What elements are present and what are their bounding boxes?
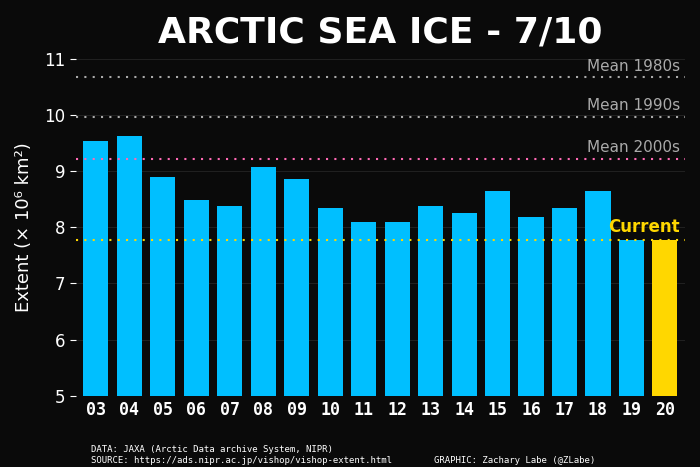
Bar [384, 222, 409, 467]
Text: GRAPHIC: Zachary Labe (@ZLabe): GRAPHIC: Zachary Labe (@ZLabe) [434, 456, 595, 465]
Text: Mean 2000s: Mean 2000s [587, 140, 680, 156]
Bar [83, 141, 108, 467]
Bar [117, 136, 142, 467]
Bar [552, 207, 577, 467]
Bar [351, 222, 376, 467]
Text: Current: Current [608, 218, 680, 236]
Bar [183, 200, 209, 467]
Bar [452, 213, 477, 467]
Bar [284, 179, 309, 467]
Text: Mean 1990s: Mean 1990s [587, 98, 680, 113]
Bar [519, 217, 544, 467]
Title: ARCTIC SEA ICE - 7/10: ARCTIC SEA ICE - 7/10 [158, 15, 603, 49]
Text: Mean 1980s: Mean 1980s [587, 59, 680, 74]
Bar [217, 206, 242, 467]
Bar [619, 240, 644, 467]
Bar [251, 167, 276, 467]
Bar [150, 177, 176, 467]
Bar [652, 240, 678, 467]
Bar [418, 206, 443, 467]
Text: DATA: JAXA (Arctic Data archive System, NIPR)
SOURCE: https://ads.nipr.ac.jp/vis: DATA: JAXA (Arctic Data archive System, … [91, 445, 392, 465]
Bar [585, 191, 610, 467]
Bar [485, 191, 510, 467]
Y-axis label: Extent (× 10⁶ km²): Extent (× 10⁶ km²) [15, 142, 33, 312]
Bar [318, 207, 343, 467]
